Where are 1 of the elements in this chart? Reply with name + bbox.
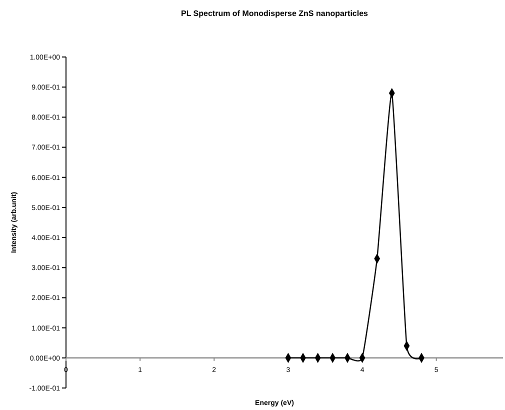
- chart-title: PL Spectrum of Monodisperse ZnS nanoparticles: [181, 9, 369, 18]
